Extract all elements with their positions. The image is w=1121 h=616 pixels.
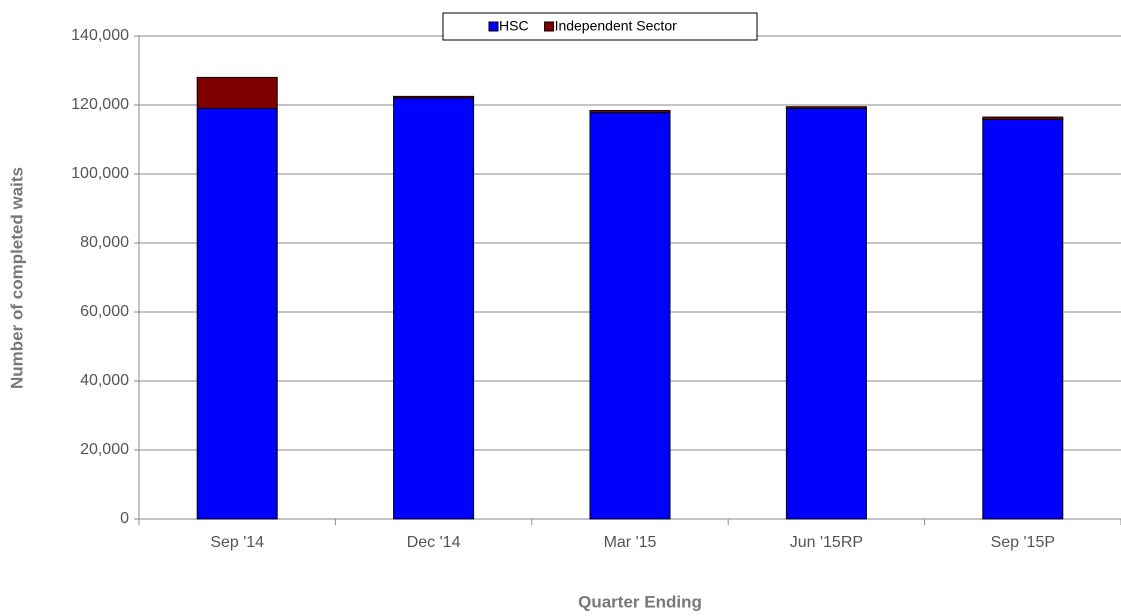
y-tick-label: 60,000 — [80, 303, 129, 320]
bar-segment — [393, 95, 475, 99]
y-tick-label: 100,000 — [71, 165, 129, 182]
bar-segment — [785, 106, 867, 109]
legend-swatch — [544, 21, 555, 32]
bar-segment — [785, 107, 867, 520]
y-tick-label: 140,000 — [71, 27, 129, 44]
x-axis-title: Quarter Ending — [578, 592, 702, 611]
y-tick-label: 20,000 — [80, 441, 129, 458]
x-tick-label: Jun '15RP — [790, 534, 863, 551]
x-tick-label: Sep '14 — [210, 534, 264, 551]
x-tick-label: Dec '14 — [407, 534, 461, 551]
bar-segment — [982, 116, 1064, 120]
y-tick-label: 120,000 — [71, 96, 129, 113]
y-tick-label: 80,000 — [80, 234, 129, 251]
legend-label: Independent Sector — [555, 18, 678, 34]
y-tick-label: 0 — [120, 510, 129, 527]
legend-swatch — [488, 21, 499, 32]
bar-segment — [589, 112, 671, 520]
bar-segment — [982, 118, 1064, 520]
bar-segment — [589, 110, 671, 114]
y-axis-title: Number of completed waits — [7, 167, 26, 389]
bar-segment — [196, 107, 278, 520]
x-tick-label: Mar '15 — [604, 534, 657, 551]
y-tick-label: 40,000 — [80, 372, 129, 389]
bar-segment — [196, 76, 278, 109]
x-tick-label: Sep '15P — [991, 534, 1055, 551]
legend-label: HSC — [499, 18, 529, 34]
bar-segment — [393, 97, 475, 520]
